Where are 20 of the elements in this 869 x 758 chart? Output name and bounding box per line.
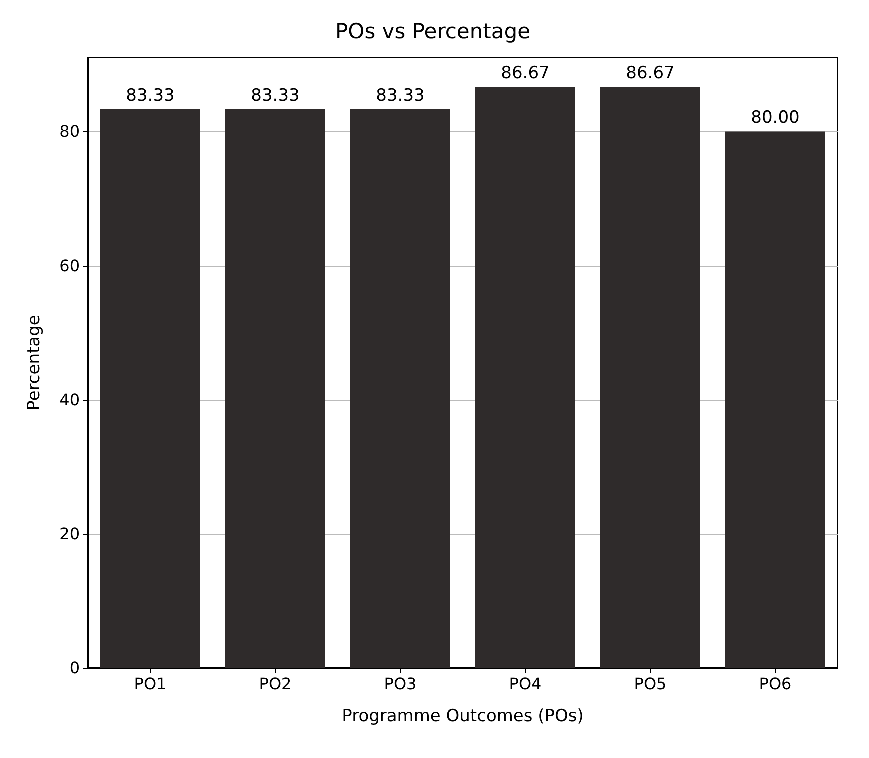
x-tick-label: PO1 (134, 674, 167, 694)
data-label: 86.67 (626, 64, 675, 84)
y-tick-label: 80 (60, 122, 80, 142)
y-tick-label: 40 (60, 390, 80, 410)
x-tick-label: PO3 (384, 674, 417, 694)
x-tick-label: PO6 (759, 674, 792, 694)
data-label: 83.33 (126, 86, 175, 106)
y-tick-label: 60 (60, 256, 80, 276)
x-tick-label: PO5 (634, 674, 667, 694)
x-tick-label: PO4 (509, 674, 542, 694)
y-axis-title: Percentage (24, 315, 44, 411)
data-label: 83.33 (376, 86, 425, 106)
data-label: 80.00 (751, 108, 800, 128)
y-tick-label: 20 (60, 524, 80, 544)
y-tick-label: 0 (70, 658, 80, 678)
data-label: 86.67 (501, 64, 550, 84)
chart-title: POs vs Percentage (336, 20, 530, 44)
x-axis-title: Programme Outcomes (POs) (342, 706, 584, 726)
x-tick-label: PO2 (259, 674, 292, 694)
data-label: 83.33 (251, 86, 300, 106)
